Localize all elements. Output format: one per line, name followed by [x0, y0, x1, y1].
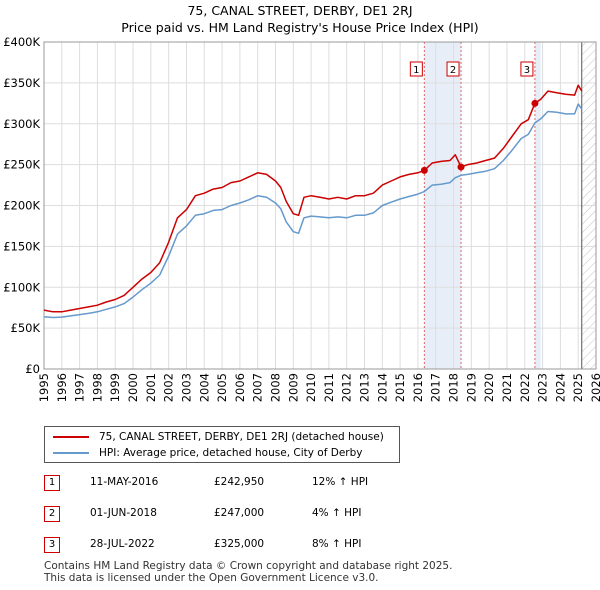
chart-title: 75, CANAL STREET, DERBY, DE1 2RJ: [187, 3, 413, 18]
x-tick-label: 2016: [411, 373, 425, 402]
y-tick-label: £150K: [3, 239, 40, 253]
transaction-row: 1 11-MAY-2016 £242,950 12% ↑ HPI: [44, 475, 464, 493]
transaction-date: 28-JUL-2022: [90, 538, 155, 550]
transaction-hpi-delta: 4% ↑ HPI: [312, 507, 362, 519]
x-tick-label: 1998: [90, 373, 104, 402]
x-tick-label: 2011: [322, 373, 336, 402]
y-tick-label: £250K: [3, 158, 40, 172]
sale-number-label: 2: [450, 65, 456, 76]
sale-number-label: 1: [413, 65, 419, 76]
x-tick-label: 2019: [464, 373, 478, 402]
x-tick-label: 2002: [162, 373, 176, 402]
y-tick-label: £300K: [3, 117, 40, 131]
transaction-marker: 2: [44, 506, 60, 522]
x-tick-label: 2026: [589, 373, 600, 402]
x-tick-label: 2023: [536, 373, 550, 402]
x-tick-label: 2006: [233, 373, 247, 402]
sale-point-marker: [420, 166, 428, 174]
y-tick-label: £0: [25, 362, 40, 376]
y-tick-label: £200K: [3, 199, 40, 213]
x-tick-label: 2015: [393, 373, 407, 402]
transaction-marker: 3: [44, 537, 60, 553]
x-tick-label: 2007: [251, 373, 265, 402]
y-tick-label: £50K: [11, 321, 41, 335]
sale-number-box: [409, 61, 423, 77]
sale-number-box: [520, 61, 534, 77]
x-tick-label: 2021: [500, 373, 514, 402]
sale-point-marker: [457, 163, 465, 171]
hpi-line: [43, 103, 583, 319]
property-price-line: [43, 84, 583, 313]
x-tick-label: 1995: [37, 373, 51, 402]
footer-licence: This data is licensed under the Open Gov…: [44, 572, 379, 584]
x-tick-label: 2005: [215, 373, 229, 402]
legend-swatch-property: [53, 436, 89, 438]
transaction-date: 01-JUN-2018: [90, 507, 157, 519]
transaction-row: 2 01-JUN-2018 £247,000 4% ↑ HPI: [44, 506, 464, 524]
legend-label-hpi: HPI: Average price, detached house, City…: [99, 447, 363, 459]
transaction-row: 3 28-JUL-2022 £325,000 8% ↑ HPI: [44, 537, 464, 555]
transaction-price: £242,950: [214, 476, 265, 488]
sale-number-box: [446, 61, 460, 77]
y-tick-label: £350K: [3, 76, 40, 90]
transaction-hpi-delta: 12% ↑ HPI: [312, 476, 369, 488]
footer-copyright: Contains HM Land Registry data © Crown c…: [44, 560, 453, 572]
x-tick-label: 2000: [126, 373, 140, 402]
legend-item-hpi: HPI: Average price, detached house, City…: [53, 446, 362, 460]
x-tick-label: 2001: [144, 373, 158, 402]
legend-item-property: 75, CANAL STREET, DERBY, DE1 2RJ (detach…: [53, 430, 384, 444]
x-tick-label: 2009: [286, 373, 300, 402]
transaction-hpi-delta: 8% ↑ HPI: [312, 538, 362, 550]
x-tick-label: 2003: [179, 373, 193, 402]
x-tick-label: 1996: [55, 373, 69, 402]
x-tick-label: 2025: [571, 373, 585, 402]
x-tick-label: 2017: [429, 373, 443, 402]
x-tick-label: 2024: [553, 373, 567, 402]
x-tick-label: 1999: [108, 373, 122, 402]
legend-label-property: 75, CANAL STREET, DERBY, DE1 2RJ (detach…: [99, 431, 384, 443]
y-tick-label: £400K: [3, 35, 40, 49]
chart-subtitle: Price paid vs. HM Land Registry's House …: [121, 20, 479, 35]
x-tick-label: 2010: [304, 373, 318, 402]
legend: 75, CANAL STREET, DERBY, DE1 2RJ (detach…: [44, 426, 400, 463]
transaction-date: 11-MAY-2016: [90, 476, 159, 488]
legend-swatch-hpi: [53, 452, 89, 454]
x-tick-label: 2020: [482, 373, 496, 402]
x-tick-label: 2012: [340, 373, 354, 402]
x-tick-label: 2022: [518, 373, 532, 402]
x-tick-label: 1997: [73, 373, 87, 402]
x-tick-label: 2004: [197, 373, 211, 402]
transaction-price: £325,000: [214, 538, 265, 550]
x-tick-label: 2013: [358, 373, 372, 402]
x-tick-label: 2008: [268, 373, 282, 402]
transaction-marker: 1: [44, 475, 60, 491]
x-tick-label: 2014: [375, 373, 389, 402]
transaction-price: £247,000: [214, 507, 265, 519]
x-tick-label: 2018: [447, 373, 461, 402]
y-tick-label: £100K: [3, 280, 40, 294]
price-chart: £0 £50K £100K £150K £200K £250K £300K £350K £400…: [3, 35, 600, 402]
sale-point-marker: [531, 99, 539, 107]
plot-frame: [43, 41, 597, 370]
sale-number-label: 3: [524, 65, 530, 76]
